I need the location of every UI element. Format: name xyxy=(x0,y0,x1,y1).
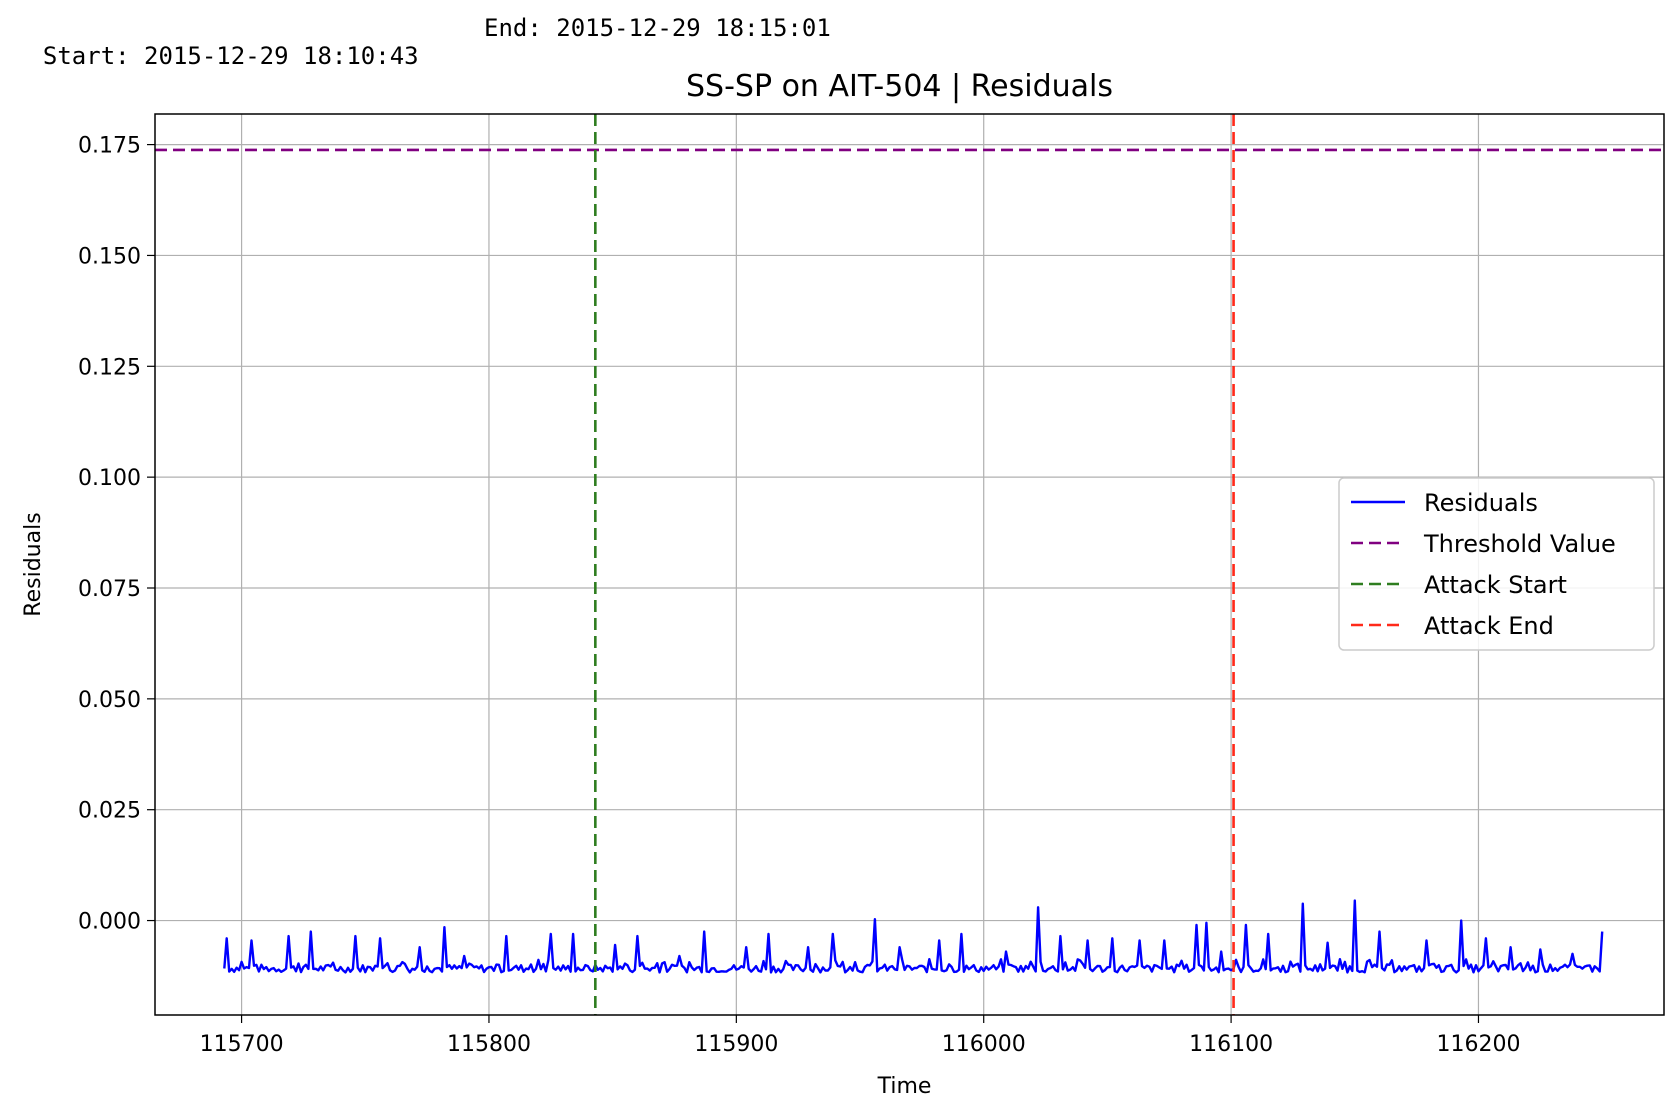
legend: Residuals Threshold Value Attack Start Atta… xyxy=(1338,477,1655,651)
legend-label: Attack Start xyxy=(1424,571,1567,599)
x-tick-label: 115900 xyxy=(694,1032,778,1057)
chart-title: SS-SP on AIT-504 | Residuals xyxy=(686,69,1113,104)
x-tick-label: 115700 xyxy=(200,1032,284,1057)
axis-ticks: 115700 115800 115900 116000 116100 116200 0.00… xyxy=(78,134,1520,1057)
y-tick-label: 0.000 xyxy=(78,910,141,935)
y-tick-label: 0.100 xyxy=(78,466,141,491)
y-tick-label: 0.075 xyxy=(78,577,141,602)
legend-box xyxy=(1338,477,1655,651)
time-range-header: Start: 2015-12-29 18:10:43 End: 2015-12-… xyxy=(14,14,831,98)
legend-label: Threshold Value xyxy=(1423,530,1616,558)
grid xyxy=(155,114,1664,1015)
x-axis-label: Time xyxy=(877,1074,932,1099)
legend-label: Residuals xyxy=(1424,489,1538,517)
start-time-label: Start: 2015-12-29 18:10:43 xyxy=(42,42,419,70)
y-tick-label: 0.150 xyxy=(78,244,141,269)
x-tick-label: 116200 xyxy=(1436,1032,1520,1057)
x-tick-label: 116100 xyxy=(1189,1032,1273,1057)
plot-frame xyxy=(154,113,1665,1016)
end-time-label: End: 2015-12-29 18:15:01 xyxy=(484,14,831,42)
y-axis-label: Residuals xyxy=(21,512,46,616)
residuals-line xyxy=(223,899,1604,974)
plot-area xyxy=(155,114,1664,1015)
y-tick-label: 0.025 xyxy=(78,799,141,824)
y-tick-label: 0.125 xyxy=(78,355,141,380)
y-tick-label: 0.050 xyxy=(78,688,141,713)
y-tick-label: 0.175 xyxy=(78,134,141,159)
legend-label: Attack End xyxy=(1424,612,1554,640)
x-tick-label: 115800 xyxy=(447,1032,531,1057)
x-tick-label: 116000 xyxy=(942,1032,1026,1057)
